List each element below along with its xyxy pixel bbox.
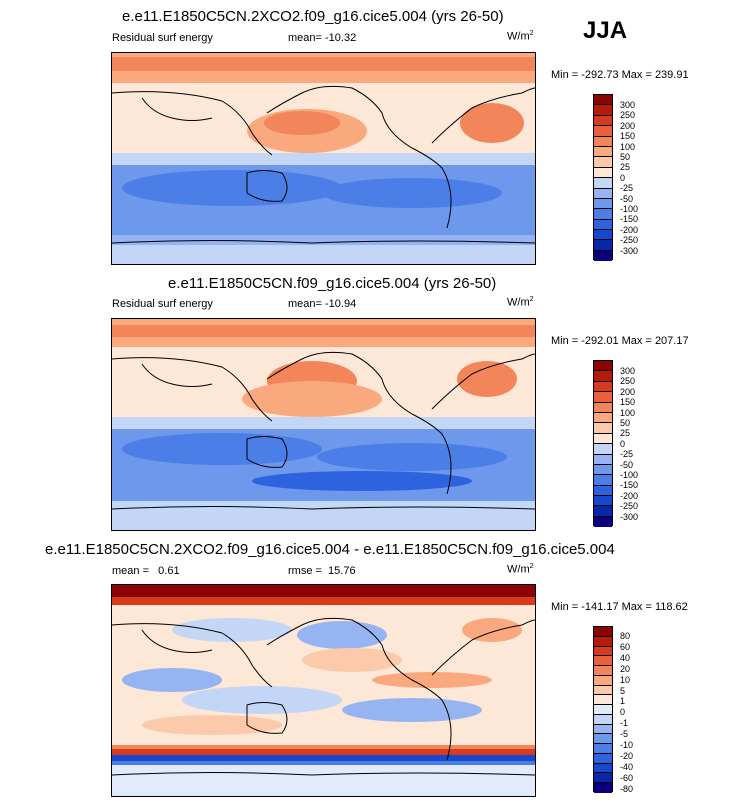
colorbar-label: 60 xyxy=(620,641,631,652)
colorbar-label: 100 xyxy=(620,407,636,418)
colorbar-label: 150 xyxy=(620,131,636,142)
panel-1-map xyxy=(111,52,536,265)
panel-1-colorbar xyxy=(593,94,613,262)
colorbar-label: 0 xyxy=(620,707,626,718)
panel-1-units: W/m2 xyxy=(507,30,534,43)
colorbar-label: -5 xyxy=(620,729,629,740)
panel-3-field-plot xyxy=(112,585,535,796)
colorbar-label: -10 xyxy=(620,740,634,750)
panel-2-variable-label: Residual surf energy xyxy=(112,298,213,310)
panel-3-minmax: Min = -141.17 Max = 118.62 xyxy=(551,601,688,613)
colorbar-label: 1 xyxy=(620,696,626,707)
panel-1-field-plot xyxy=(112,53,535,264)
colorbar-label: 200 xyxy=(620,120,636,131)
colorbar-label: -250 xyxy=(620,501,639,512)
colorbar-label: -250 xyxy=(620,235,639,246)
colorbar-label: -80 xyxy=(620,783,634,794)
colorbar-label: 5 xyxy=(620,685,626,696)
panel-2-minmax: Min = -292.01 Max = 207.17 xyxy=(551,335,689,347)
colorbar-label: 100 xyxy=(620,141,636,152)
panel-2-field-plot xyxy=(112,319,535,530)
colorbar-label: -40 xyxy=(620,761,634,772)
colorbar-label: -100 xyxy=(620,470,639,480)
panel-2-units: W/m2 xyxy=(507,296,534,309)
panel-3-mean-label: mean = 0.61 xyxy=(112,565,180,577)
colorbar-label: 25 xyxy=(620,428,631,439)
colorbar-label: -150 xyxy=(620,480,639,491)
colorbar-label: -25 xyxy=(620,449,634,460)
colorbar-label: -150 xyxy=(620,214,639,225)
panel-2-colorbar xyxy=(593,360,613,528)
panel-2-map xyxy=(111,318,536,531)
colorbar-label: 0 xyxy=(620,438,626,449)
colorbar-label: 50 xyxy=(620,152,631,162)
colorbar-label: -50 xyxy=(620,459,634,470)
colorbar-label: -1 xyxy=(620,718,629,729)
panel-2-title: e.e11.E1850C5CN.f09_g16.cice5.004 (yrs 2… xyxy=(168,275,497,292)
colorbar-label: 25 xyxy=(620,162,631,173)
panel-3-units: W/m2 xyxy=(507,563,534,576)
colorbar-label: -20 xyxy=(620,750,634,761)
colorbar-label: 250 xyxy=(620,110,636,121)
colorbar-label: -100 xyxy=(620,204,639,214)
colorbar-label: -300 xyxy=(620,245,639,256)
colorbar-label: 200 xyxy=(620,386,636,397)
colorbar-label: -200 xyxy=(620,490,639,501)
colorbar-label: 40 xyxy=(620,652,631,663)
colorbar-label: -25 xyxy=(620,183,634,194)
panel-3-colorbar xyxy=(593,626,613,793)
panel-1-mean-label: mean= -10.32 xyxy=(288,32,357,44)
colorbar-label: 300 xyxy=(620,366,636,376)
panel-1-title: e.e11.E1850C5CN.2XCO2.f09_g16.cice5.004 … xyxy=(122,8,504,25)
colorbar-label: 20 xyxy=(620,663,631,674)
colorbar-label: -200 xyxy=(620,224,639,235)
colorbar-label: -50 xyxy=(620,193,634,204)
colorbar-label: -60 xyxy=(620,772,634,783)
season-label: JJA xyxy=(583,17,628,44)
colorbar-label: 150 xyxy=(620,397,636,408)
colorbar-label: 0 xyxy=(620,172,626,183)
panel-1-variable-label: Residual surf energy xyxy=(112,32,213,44)
panel-2-mean-label: mean= -10.94 xyxy=(288,298,357,310)
panel-3-map xyxy=(111,584,536,797)
colorbar-label: 80 xyxy=(620,631,631,641)
colorbar-label: 50 xyxy=(620,418,631,428)
colorbar-label: 10 xyxy=(620,674,631,685)
colorbar-label: 300 xyxy=(620,100,636,110)
colorbar-label: -300 xyxy=(620,511,639,522)
panel-3-rmse-label: rmse = 15.76 xyxy=(288,565,356,577)
colorbar-label: 250 xyxy=(620,376,636,387)
panel-1-minmax: Min = -292.73 Max = 239.91 xyxy=(551,69,689,81)
panel-3-title: e.e11.E1850C5CN.2XCO2.f09_g16.cice5.004 … xyxy=(45,541,615,558)
